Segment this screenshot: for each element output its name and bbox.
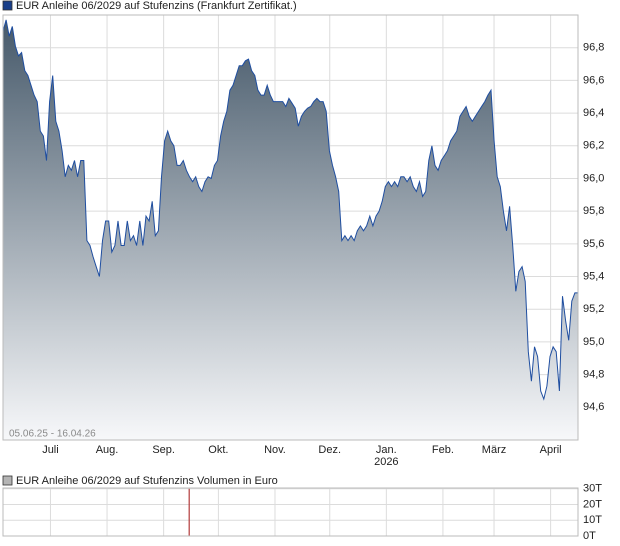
y-tick-label: 96,8 [583,42,604,54]
x-tick-label: Okt. [208,444,228,456]
plot-group: 0T 10T 20T 30T [2,483,602,542]
y-tick-label: 95,4 [583,270,604,282]
plot-frame [2,14,579,441]
y-tick-label: 96,0 [583,172,604,184]
x-tick-label: Jan. [376,444,397,456]
y-tick-label: 96,2 [583,140,604,152]
y-tick-label: 95,6 [583,238,604,250]
y-tick-label: 95,0 [583,336,604,348]
y-tick-label: 94,6 [583,401,604,413]
x-tick-label: April [540,444,562,456]
y-tick-label: 0T [583,530,596,542]
x-tick-label: Juli [42,444,59,456]
y-tick-label: 94,8 [583,369,604,381]
plot-group: 94,6 94,8 95,0 95,2 95,4 95,6 95,8 96,0 96,2 96,4… [2,14,604,468]
x-tick-label: März [482,444,506,456]
x-tick-label: Feb. [432,444,454,456]
y-tick-label: 96,6 [583,74,604,86]
x-tick-label: Dez. [318,444,341,456]
legend-swatch [2,0,13,11]
price-area [3,19,578,441]
plot-background [3,488,578,536]
y-tick-label: 96,4 [583,107,604,119]
legend-entry: EUR Anleihe 06/2029 auf Stufenzins Volum… [16,475,278,487]
x-tick-label: Aug. [96,444,119,456]
date-range-label: 05.06.25 - 16.04.26 [9,429,96,440]
x-tick-label: Nov. [264,444,286,456]
price-line [2,19,578,401]
x-tick-sublabel: 2026 [374,456,398,468]
y-tick-label: 20T [583,498,602,510]
plot-frame [2,487,579,537]
y-tick-label: 10T [583,514,602,526]
y-tick-label: 95,2 [583,303,604,315]
y-tick-label: 95,8 [583,205,604,217]
x-tick-label: Sep. [152,444,175,456]
legend-entry: EUR Anleihe 06/2029 auf Stufenzins (Fran… [16,0,297,12]
y-tick-label: 30T [583,483,602,495]
legend-swatch [2,475,13,486]
